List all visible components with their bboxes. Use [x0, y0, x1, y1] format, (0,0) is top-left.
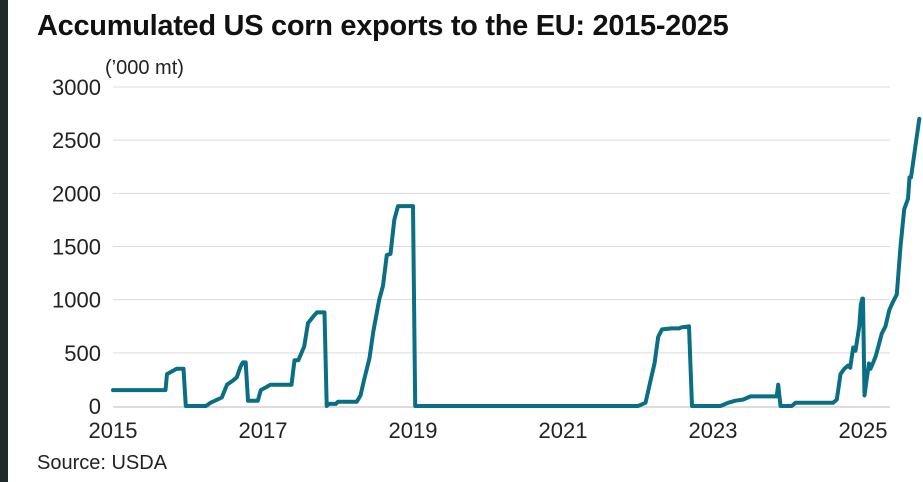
y-tick-label: 2000 [52, 181, 101, 206]
x-tick-label: 2017 [239, 418, 288, 443]
x-tick-label: 2015 [89, 418, 138, 443]
x-tick-label: 2021 [539, 418, 588, 443]
chart-title: Accumulated US corn exports to the EU: 2… [37, 10, 729, 42]
gridlines [113, 86, 890, 354]
y-tick-label: 500 [64, 341, 101, 366]
y-tick-label: 2500 [52, 128, 101, 153]
series-line-us-corn-exports [111, 116, 922, 408]
y-tick-label: 1000 [52, 288, 101, 313]
y-tick-label: 3000 [52, 75, 101, 100]
x-tick-label: 2025 [839, 418, 888, 443]
source-note: Source: USDA [37, 452, 168, 474]
left-edge-strip [0, 0, 8, 482]
x-tick-label: 2019 [389, 418, 438, 443]
y-tick-label: 0 [89, 394, 101, 419]
x-axis-tick-labels: 2015 2017 2019 2021 2023 2025 [89, 418, 888, 443]
x-tick-label: 2023 [689, 418, 738, 443]
y-axis-unit-label: (’000 mt) [105, 57, 184, 79]
y-tick-label: 1500 [52, 235, 101, 260]
y-axis-tick-labels: 0 500 1000 1500 2000 2500 3000 [52, 75, 101, 419]
